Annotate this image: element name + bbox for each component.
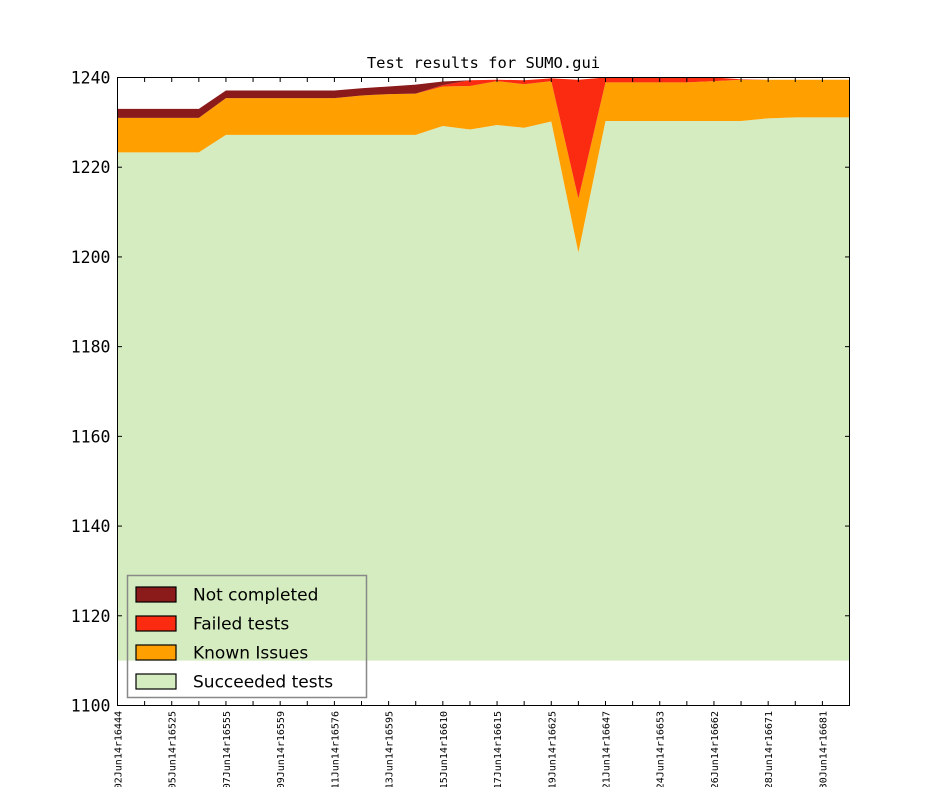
area-not-completed (117, 77, 850, 118)
x-tick-label: 11Jun14r16576 (330, 711, 341, 787)
legend-swatch-not-completed (135, 586, 177, 603)
stacked-areas (117, 77, 850, 661)
x-tick-label: 19Jun14r16625 (547, 711, 558, 787)
area-known-issues (117, 79, 850, 253)
y-tick-label: 1120 (71, 607, 111, 626)
chart-title: Test results for SUMO.gui (367, 54, 600, 72)
legend-swatch-succeeded-tests (135, 673, 177, 690)
x-axis-labels: 02Jun14r16444 05Jun14r16525 07Jun14r16555 0… (114, 711, 830, 787)
legend-box (126, 574, 368, 699)
area-succeeded (117, 117, 850, 661)
x-tick-label: 17Jun14r16615 (493, 711, 504, 787)
y-tick-label: 1140 (71, 517, 111, 536)
plot-frame (117, 77, 850, 706)
y-axis-labels: 1100 1120 1140 1160 1180 1200 1220 1240 (71, 69, 111, 716)
legend-swatch-known-issues (135, 644, 177, 661)
x-tick-label: 07Jun14r16555 (222, 711, 233, 787)
x-tick-label: 28Jun14r16671 (764, 711, 775, 787)
x-tick-label: 15Jun14r16610 (439, 711, 450, 787)
legend-label-not-completed: Not completed (193, 586, 318, 606)
legend-swatch-failed-tests (135, 615, 177, 632)
y-tick-label: 1220 (71, 158, 111, 177)
legend-label-known-issues: Known Issues (193, 644, 308, 664)
x-tick-label: 21Jun14r16647 (602, 711, 613, 787)
y-tick-label: 1240 (71, 69, 111, 88)
y-tick-label: 1160 (71, 427, 111, 446)
legend-label-failed-tests: Failed tests (193, 615, 289, 635)
x-tick-label: 05Jun14r16525 (168, 711, 179, 787)
y-tick-label: 1200 (71, 248, 111, 267)
x-tick-label: 13Jun14r16595 (385, 711, 396, 787)
y-tick-label: 1100 (71, 697, 111, 716)
x-tick-label: 09Jun14r16559 (276, 711, 287, 787)
x-tick-label: 02Jun14r16444 (114, 711, 125, 787)
axis-ticks (117, 77, 850, 706)
x-tick-label: 26Jun14r16662 (710, 711, 721, 787)
x-tick-label: 30Jun14r16681 (818, 711, 829, 787)
y-tick-label: 1180 (71, 338, 111, 357)
legend: Not completed Failed tests Known Issues Suc… (126, 574, 368, 699)
legend-label-succeeded-tests: Succeeded tests (193, 673, 333, 693)
x-tick-label: 24Jun14r16653 (656, 711, 667, 787)
